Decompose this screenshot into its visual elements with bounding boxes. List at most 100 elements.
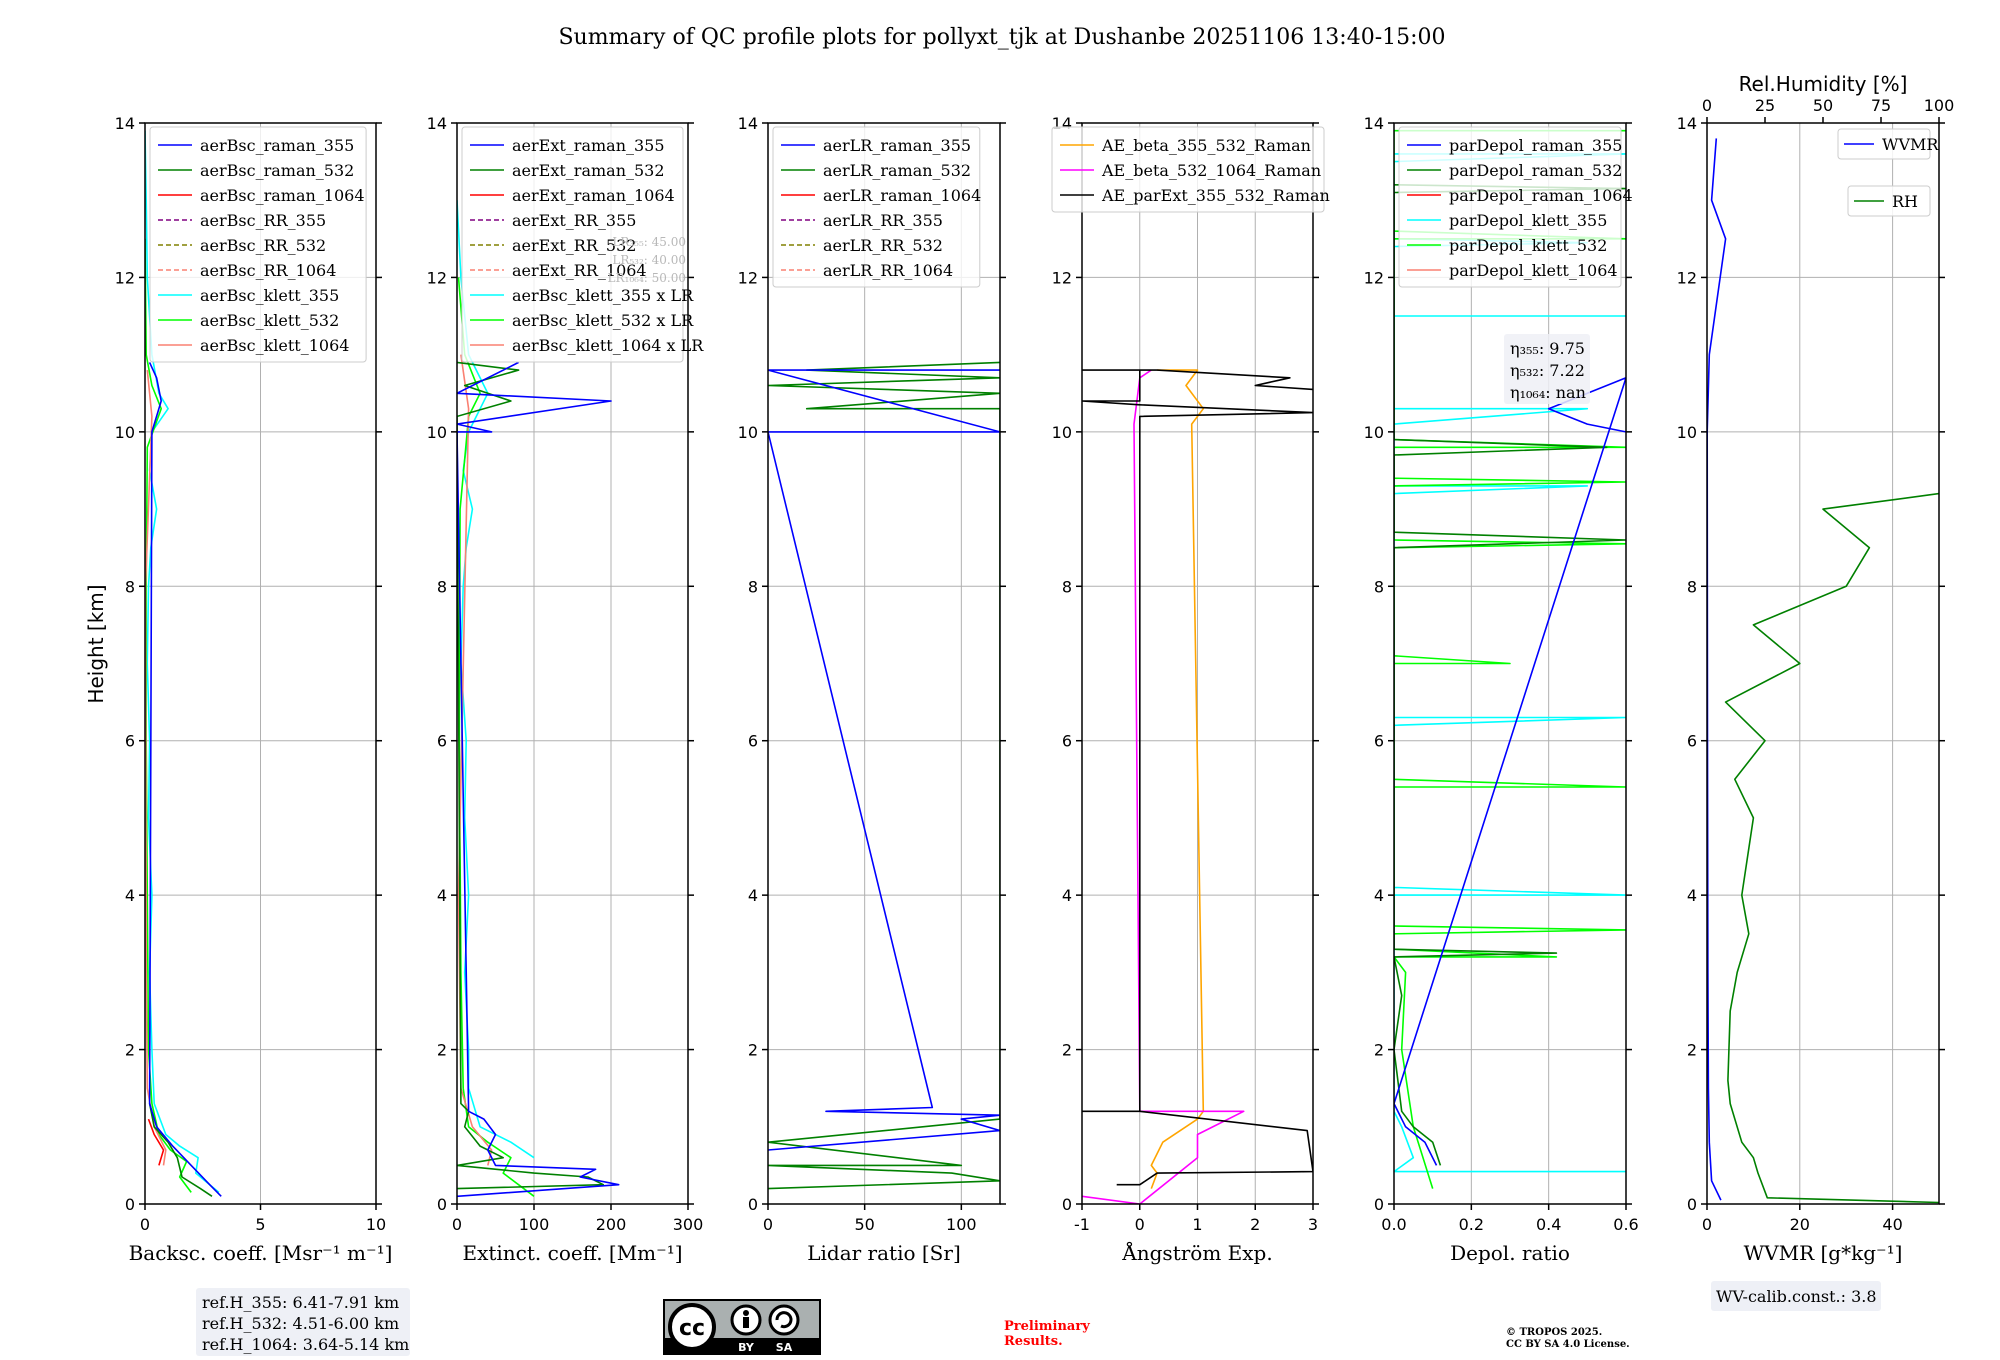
- y-tick-label: 0: [1374, 1195, 1384, 1214]
- cc-sa-label: SA: [776, 1341, 793, 1354]
- panel-6: 0 2 4 6 8 10 12 14 0 20 40 WVMR [g*kg⁻¹] 0 25 50 75 100 R…: [1677, 72, 1954, 1311]
- legend-label: aerExt_RR_1064: [512, 261, 647, 280]
- y-tick-label: 0: [1062, 1195, 1072, 1214]
- series-aerBsc_raman_355: [148, 362, 222, 1197]
- series-aerExt_raman_355: [457, 361, 620, 1198]
- x-tick-label: 20: [1790, 1215, 1810, 1234]
- y-tick-label: 14: [1677, 114, 1697, 133]
- y-tick-label: 12: [427, 268, 447, 287]
- y-tick-label: 8: [1374, 577, 1384, 596]
- x-tick-label: 50: [854, 1215, 874, 1234]
- x-tick-label: 0: [452, 1215, 462, 1234]
- x-axis-label: Extinct. coeff. [Mm⁻¹]: [462, 1241, 682, 1265]
- y-tick-label: 10: [738, 423, 758, 442]
- y-tick-label: 4: [437, 886, 447, 905]
- preliminary-line-1: Preliminary: [1004, 1319, 1090, 1334]
- legend-label: aerBsc_klett_1064: [200, 336, 349, 355]
- cc-symbol: cc: [679, 1316, 705, 1341]
- y-tick-label: 6: [1062, 732, 1072, 751]
- eta-box: [1504, 334, 1590, 404]
- y-tick-label: 8: [748, 577, 758, 596]
- series-group: [1082, 369, 1313, 1204]
- legend-label: aerLR_RR_532: [823, 236, 943, 255]
- y-tick-label: 8: [1062, 577, 1072, 596]
- y-tick-label: 12: [1052, 268, 1072, 287]
- x-tick-label: 200: [596, 1215, 627, 1234]
- top-x-tick-label: 50: [1813, 96, 1833, 115]
- y-tick-label: 0: [437, 1195, 447, 1214]
- legend-label: parDepol_raman_355: [1449, 136, 1622, 155]
- legend: AE_beta_355_532_Raman AE_beta_532_1064_Ra…: [1051, 126, 1330, 213]
- y-tick-label: 6: [1687, 732, 1697, 751]
- x-axis-label: Lidar ratio [Sr]: [807, 1241, 961, 1265]
- legend-box: [461, 126, 684, 363]
- y-tick-label: 14: [738, 114, 758, 133]
- axes-frame: [767, 122, 1001, 1205]
- legend-label: aerBsc_raman_355: [200, 136, 354, 155]
- y-tick-label: 10: [115, 423, 135, 442]
- series-aerBsc_klett_532 x LR: [457, 277, 535, 1197]
- legend-label: aerBsc_RR_355: [200, 211, 326, 230]
- legend-label: aerLR_RR_1064: [823, 261, 953, 280]
- series-aerBsc_raman_532: [148, 1103, 213, 1197]
- legend-label: RH: [1892, 192, 1918, 211]
- x-axis-label: Ångström Exp.: [1121, 1240, 1272, 1265]
- y-tick-label: 2: [125, 1041, 135, 1060]
- legend-label: AE_parExt_355_532_Raman: [1101, 186, 1330, 205]
- share-alike-icon: [768, 1304, 800, 1336]
- legend-box: [1051, 126, 1325, 213]
- copyright-line-1: © TROPOS 2025.: [1506, 1327, 1602, 1338]
- y-tick-label: 6: [1374, 732, 1384, 751]
- y-tick-label: 4: [1687, 886, 1697, 905]
- x-tick-label: -1: [1074, 1215, 1090, 1234]
- x-tick-label: 0.2: [1459, 1215, 1484, 1234]
- panel-3: 0 2 4 6 8 10 12 14 0 50 100 Lidar ratio [Sr] aerLR_r…: [738, 114, 1006, 1265]
- y-tick-label: 10: [1052, 423, 1072, 442]
- axes-frame: [1706, 122, 1940, 1205]
- legend-label: AE_beta_355_532_Raman: [1101, 136, 1311, 155]
- top-x-axis-label: Rel.Humidity [%]: [1739, 72, 1908, 96]
- attribution-icon-body: [743, 1317, 749, 1328]
- series-AE_parExt_355_532_Raman: [1082, 369, 1313, 1186]
- legend-label: parDepol_raman_1064: [1449, 186, 1633, 205]
- y-tick-label: 0: [1687, 1195, 1697, 1214]
- x-tick-label: 0: [1135, 1215, 1145, 1234]
- legend-label: parDepol_klett_1064: [1449, 261, 1618, 280]
- axes-frame: [456, 122, 689, 1205]
- preliminary-line-2: Results.: [1004, 1334, 1063, 1349]
- top-x-tick-label: 0: [1702, 96, 1712, 115]
- eta-label: η₃₅₅: 9.75: [1510, 339, 1585, 358]
- x-tick-label: 1: [1192, 1215, 1202, 1234]
- x-tick-label: 100: [946, 1215, 977, 1234]
- cc-by-label: BY: [738, 1341, 755, 1354]
- series-group: [457, 200, 620, 1198]
- x-tick-label: 0.0: [1381, 1215, 1406, 1234]
- legend-label: aerLR_raman_355: [823, 136, 971, 155]
- y-tick-label: 12: [738, 268, 758, 287]
- panel-2: 0 2 4 6 8 10 12 14 0 100 200 300 Extinct. coeff. [Mm…: [427, 114, 705, 1265]
- axes-frame: [1393, 122, 1627, 1205]
- legend-label: aerBsc_klett_532: [200, 311, 339, 330]
- cc-circle-icon: [668, 1303, 716, 1351]
- ref-height-line: ref.H_532: 4.51-6.00 km: [202, 1314, 399, 1333]
- legend-label: aerExt_RR_532: [512, 236, 636, 255]
- top-x-tick-label: 25: [1755, 96, 1775, 115]
- legend-box: [1837, 128, 1931, 160]
- lr-label: LR₁₀₆₄: 50.00: [608, 271, 686, 285]
- figure-title: Summary of QC profile plots for pollyxt_…: [558, 25, 1445, 50]
- copyright-line-2: CC BY SA 4.0 License.: [1506, 1339, 1630, 1350]
- legend-label: AE_beta_532_1064_Raman: [1101, 161, 1321, 180]
- x-axis-label: WVMR [g*kg⁻¹]: [1744, 1241, 1903, 1265]
- legend-label: aerBsc_klett_355: [200, 286, 339, 305]
- y-tick-label: 12: [115, 268, 135, 287]
- legend-label: aerBsc_klett_1064 x LR: [512, 336, 704, 355]
- y-tick-label: 10: [1364, 423, 1384, 442]
- legend: aerBsc_raman_355 aerBsc_raman_532 aerBsc_r…: [149, 126, 367, 363]
- eta-label: η₁₀₆₄: nan: [1510, 383, 1586, 402]
- x-tick-label: 5: [255, 1215, 265, 1234]
- y-tick-label: 8: [437, 577, 447, 596]
- lr-label: LR₅₃₂: 40.00: [612, 253, 686, 267]
- x-axis-label: Depol. ratio: [1450, 1241, 1570, 1265]
- y-tick-label: 4: [125, 886, 135, 905]
